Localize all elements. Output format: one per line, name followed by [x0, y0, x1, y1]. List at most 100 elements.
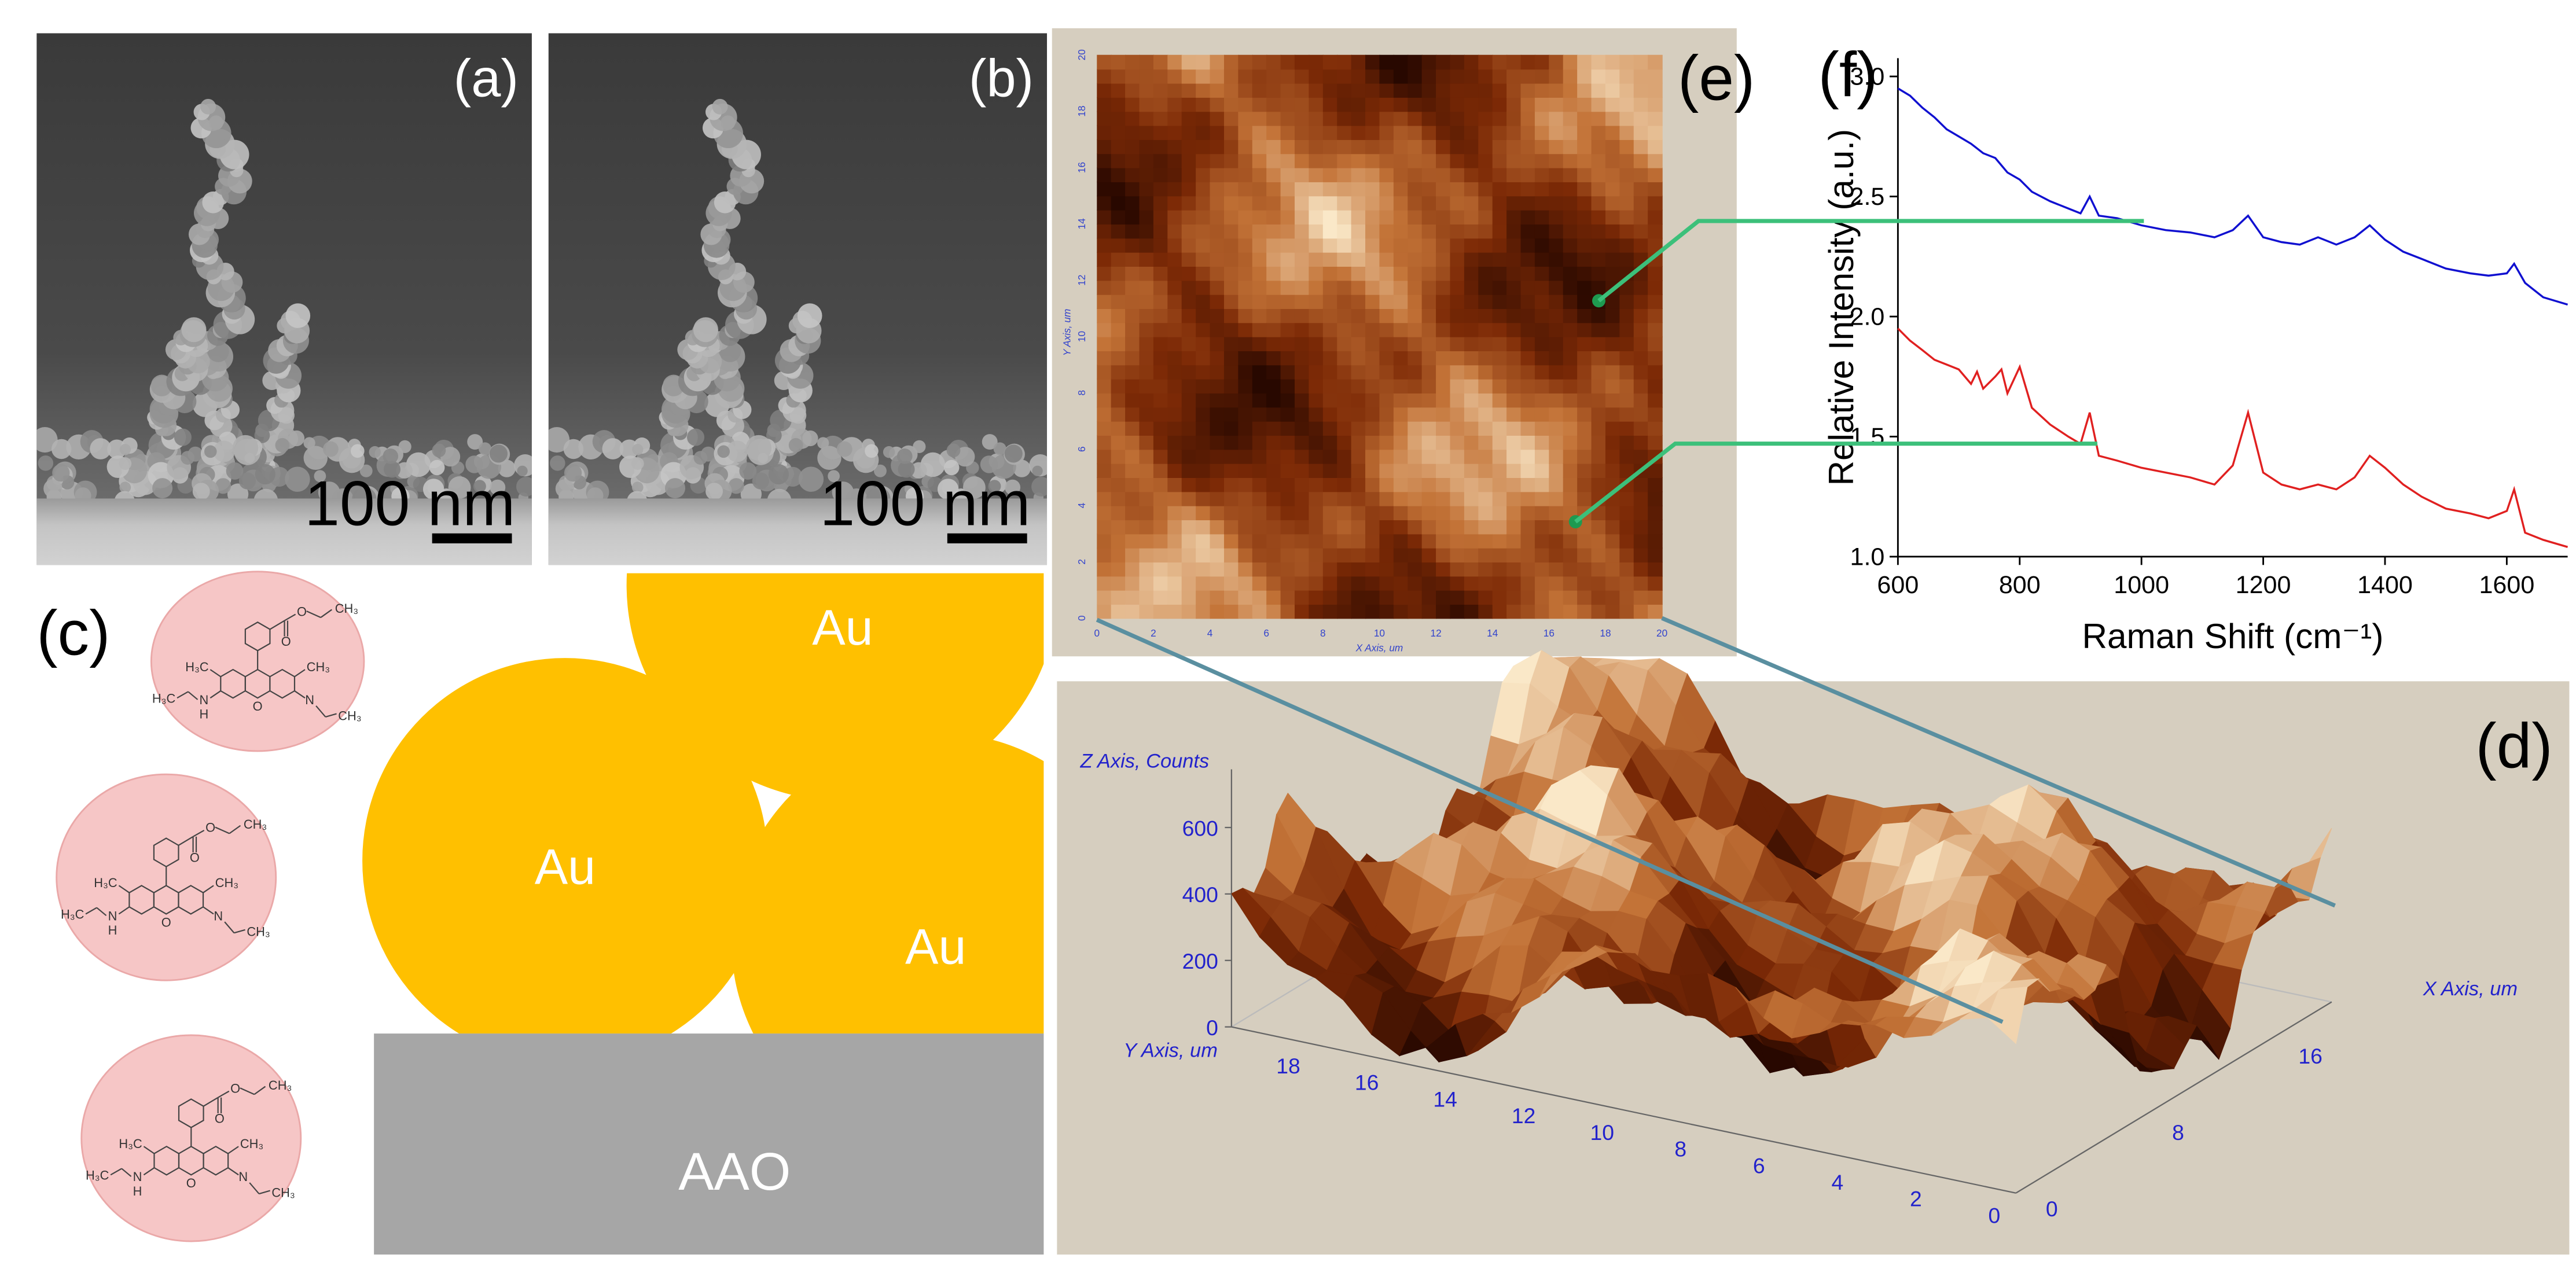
map-pixel [1591, 196, 1607, 211]
map-pixel [1337, 196, 1352, 211]
nanoparticle [322, 441, 339, 457]
map-pixel [1153, 97, 1168, 112]
map-pixel [1464, 561, 1479, 577]
map-pixel [1252, 54, 1267, 70]
map-pixel [1464, 280, 1479, 295]
nanoparticle [883, 446, 895, 458]
map-pixel [1464, 350, 1479, 366]
x-tick-label: 2 [1151, 627, 1156, 639]
map-pixel [1322, 69, 1338, 84]
nanoparticle [119, 457, 132, 470]
y-tick-label: 4 [1831, 1170, 1843, 1194]
map-pixel [1379, 378, 1394, 394]
map-pixel [1408, 407, 1423, 422]
map-pixel [1351, 294, 1366, 309]
map-pixel [1619, 252, 1634, 267]
map-pixel [1379, 491, 1394, 506]
atom-label: CH₃ [240, 1136, 263, 1151]
map-pixel [1210, 534, 1225, 549]
x-axis [2015, 1001, 2332, 1194]
map-pixel [1125, 111, 1140, 126]
map-pixel [1337, 491, 1352, 506]
map-pixel [1577, 365, 1592, 380]
map-pixel [1549, 196, 1564, 211]
map-pixel [1421, 153, 1437, 168]
nanoparticle [303, 437, 315, 449]
map-pixel [1464, 54, 1479, 70]
map-pixel [1464, 435, 1479, 450]
map-pixel [1549, 477, 1564, 492]
connector [1597, 219, 2144, 303]
map-pixel [1549, 209, 1564, 225]
panel-label: (a) [454, 49, 519, 108]
map-pixel [1478, 576, 1493, 591]
map-pixel [1238, 209, 1253, 225]
map-pixel [1167, 378, 1182, 394]
map-pixel [1549, 576, 1564, 591]
map-pixel [1506, 407, 1522, 422]
map-pixel [1633, 547, 1649, 563]
map-pixel [1534, 111, 1550, 126]
map-pixel [1337, 83, 1352, 98]
map-pixel [1238, 294, 1253, 309]
scale-bar [432, 533, 512, 543]
map-pixel [1280, 576, 1296, 591]
map-pixel [1111, 449, 1126, 464]
map-pixel [1309, 519, 1324, 535]
map-pixel [1408, 209, 1423, 225]
map-pixel [1223, 392, 1239, 408]
map-pixel [1351, 350, 1366, 366]
map-pixel [1125, 378, 1140, 394]
map-pixel [1167, 336, 1182, 351]
map-pixel [1408, 266, 1423, 281]
map-pixel [1421, 435, 1437, 450]
map-pixel [1464, 125, 1479, 140]
map-pixel [1379, 336, 1394, 351]
nanoparticle [285, 466, 310, 492]
atom-label: CH₃ [307, 660, 330, 674]
map-pixel [1436, 365, 1451, 380]
map-pixel [1153, 561, 1168, 577]
map-pixel [1181, 139, 1197, 155]
z-tick-label: 600 [1182, 816, 1218, 840]
map-pixel [1605, 54, 1620, 70]
map-pixel [1563, 365, 1578, 380]
map-pixel [1393, 421, 1409, 436]
map-pixel [1210, 69, 1225, 84]
map-pixel [1294, 111, 1310, 126]
map-pixel [1337, 392, 1352, 408]
nanoparticle [768, 464, 789, 485]
bond [320, 609, 332, 618]
map-pixel [1167, 181, 1182, 197]
map-pixel [1421, 421, 1437, 436]
atom-label: CH₃ [335, 601, 358, 616]
map-pixel [1167, 463, 1182, 479]
map-pixel [1252, 111, 1267, 126]
map-pixel [1534, 463, 1550, 479]
map-pixel [1097, 336, 1112, 351]
map-pixel [1534, 336, 1550, 351]
map-pixel [1252, 407, 1267, 422]
map-pixel [1478, 519, 1493, 535]
map-pixel [1351, 308, 1366, 323]
map-pixel [1591, 407, 1607, 422]
map-pixel [1167, 534, 1182, 549]
y-tick-label: 1.0 [1850, 543, 1885, 571]
map-pixel [1125, 505, 1140, 521]
map-pixel [1252, 449, 1267, 464]
map-pixel [1181, 125, 1197, 140]
y-tick-label: 6 [1076, 446, 1087, 452]
map-pixel [1210, 576, 1225, 591]
map-pixel [1464, 604, 1479, 619]
map-pixel [1337, 477, 1352, 492]
nanoparticle [516, 476, 532, 496]
nanoparticle [288, 430, 305, 447]
map-pixel [1534, 576, 1550, 591]
map-pixel [1520, 322, 1536, 337]
map-pixel [1534, 392, 1550, 408]
map-pixel [1351, 125, 1366, 140]
map-pixel [1153, 209, 1168, 225]
map-pixel [1549, 125, 1564, 140]
map-pixel [1648, 209, 1663, 225]
map-pixel [1436, 590, 1451, 605]
